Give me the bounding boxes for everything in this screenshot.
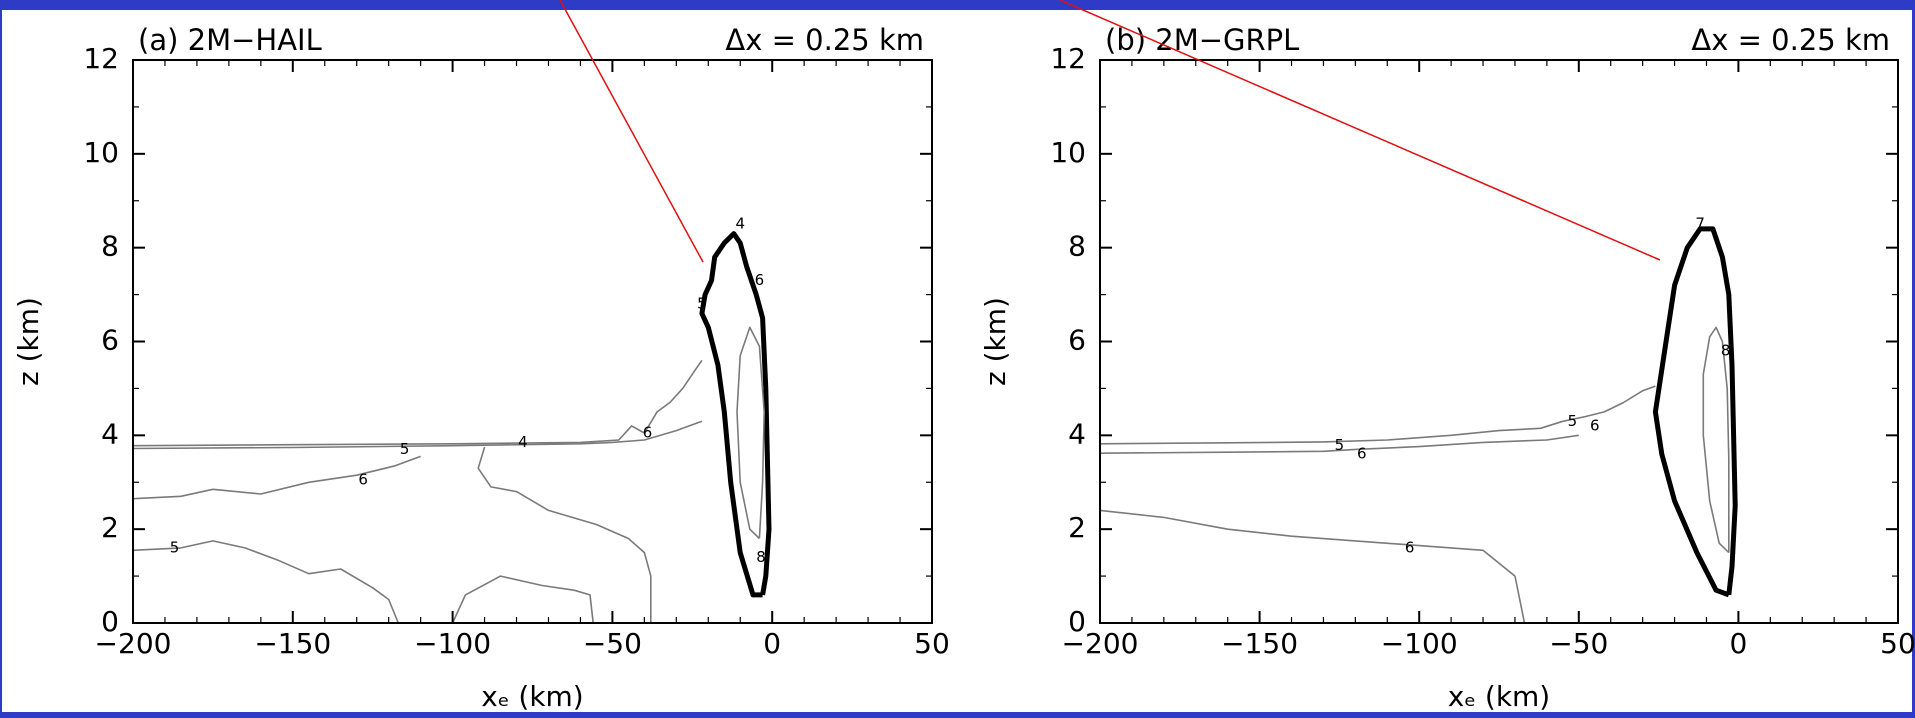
contour-label: 8	[756, 548, 766, 566]
contour-line	[133, 540, 400, 623]
panel-b-y-axis-label: z (km)	[979, 297, 1012, 386]
y-tick-label: 0	[1068, 605, 1086, 638]
y-tick-label: 12	[83, 42, 119, 75]
x-tick-label: 0	[1729, 627, 1747, 660]
x-tick-label: 50	[1880, 627, 1915, 660]
x-tick-label: 0	[763, 627, 781, 660]
x-tick-label: −100	[1381, 627, 1458, 660]
contour-line	[133, 359, 703, 447]
x-tick-label: −150	[254, 627, 331, 660]
panel-b-x-tick-labels: −200 −150 −100 −50 0 50	[1062, 627, 1915, 660]
contour-lines	[133, 231, 772, 623]
contour-line	[1702, 326, 1730, 554]
x-tick-label: −50	[583, 627, 642, 660]
contour-label: 6	[358, 470, 368, 488]
contour-line	[477, 446, 652, 623]
panel-a-label: (a) 2M−HAIL	[138, 23, 322, 57]
y-tick-label: 4	[101, 417, 119, 450]
y-tick-label: 4	[1068, 417, 1086, 450]
contour-label: 6	[755, 271, 765, 289]
y-tick-label: 0	[101, 605, 119, 638]
panel-a-x-tick-labels: −200 −150 −100 −50 0 50	[95, 627, 950, 660]
panel-b: (b) 2M−GRPL Δx = 0.25 km xₑ (km) z (km) …	[979, 23, 1915, 713]
figure-background	[2, 10, 1912, 712]
pointer-line-b	[1059, 0, 1661, 261]
panel-b-resolution-label: Δx = 0.25 km	[1691, 23, 1890, 57]
contour-label: 8	[1721, 341, 1731, 359]
panel-b-y-tick-labels: 0 2 4 6 8 10 12	[1050, 42, 1086, 638]
contour-lines	[1100, 226, 1738, 623]
panel-b-x-axis-label: xₑ (km)	[1448, 680, 1550, 713]
contour-label: 6	[1405, 538, 1415, 556]
panel-a-plot-marks: 4 6 5 6 5 4 6 5 8	[132, 59, 933, 624]
y-tick-label: 2	[101, 511, 119, 544]
contour-label: 6	[1590, 416, 1600, 434]
contour-label: 5	[400, 440, 410, 458]
contour-label: 5	[1568, 412, 1578, 430]
y-tick-label: 10	[1050, 136, 1086, 169]
panel-a-y-axis-label: z (km)	[12, 297, 45, 386]
y-tick-label: 10	[83, 136, 119, 169]
bold-contour-line	[1652, 226, 1738, 598]
panel-a-x-axis-label: xₑ (km)	[481, 680, 583, 713]
pointer-line-a	[559, 0, 704, 263]
panel-a-resolution-label: Δx = 0.25 km	[725, 23, 924, 57]
x-tick-label: −150	[1221, 627, 1298, 660]
contour-line	[133, 420, 703, 450]
x-tick-label: −200	[1062, 627, 1139, 660]
contour-label: 7	[1695, 215, 1705, 233]
contour-line	[451, 575, 594, 623]
y-tick-label: 2	[1068, 511, 1086, 544]
panel-b-label: (b) 2M−GRPL	[1105, 23, 1299, 57]
x-tick-label: −100	[414, 627, 491, 660]
contour-label: 5	[1335, 436, 1345, 454]
bold-contour-line	[699, 231, 772, 598]
y-tick-label: 12	[1050, 42, 1086, 75]
panel-b-plot-marks: 785 65 66	[1099, 59, 1899, 624]
contour-line	[736, 326, 765, 540]
pointer-lines	[559, 0, 1661, 263]
panel-a-y-tick-labels: 0 2 4 6 8 10 12	[83, 42, 119, 638]
y-tick-label: 8	[1068, 230, 1086, 263]
x-tick-label: −50	[1549, 627, 1608, 660]
contour-label: 5	[697, 294, 707, 312]
contour-label: 4	[735, 215, 745, 233]
contour-line	[1100, 434, 1579, 454]
contour-label: 4	[518, 433, 528, 451]
contour-label: 6	[1357, 445, 1367, 463]
contour-label: 5	[170, 538, 180, 556]
panel-a: (a) 2M−HAIL Δx = 0.25 km xₑ (km) z (km) …	[12, 23, 950, 713]
y-tick-label: 8	[101, 230, 119, 263]
x-tick-label: 50	[914, 627, 950, 660]
y-tick-label: 6	[101, 324, 119, 357]
y-tick-label: 6	[1068, 324, 1086, 357]
contour-line	[1100, 509, 1526, 623]
x-tick-label: −200	[95, 627, 172, 660]
contour-line	[1100, 385, 1656, 445]
contour-label: 6	[643, 423, 653, 441]
contour-line	[133, 455, 421, 500]
